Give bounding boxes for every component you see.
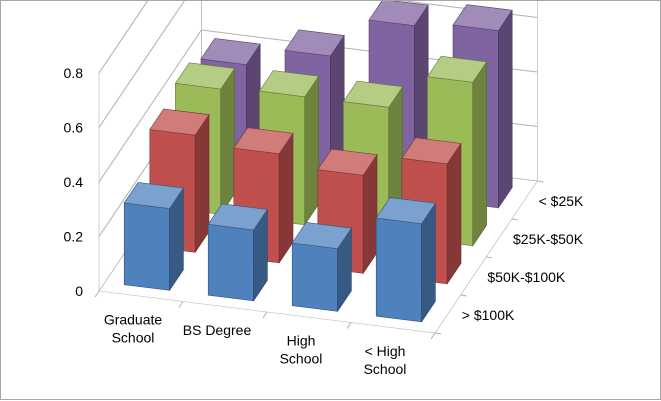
bar: [123, 182, 184, 292]
x-tick-label-line: High: [287, 332, 316, 348]
bar-top: [174, 62, 236, 90]
x-tick-mark: [178, 301, 184, 308]
bar-top: [200, 38, 261, 65]
x-tick-label-line: < High: [365, 343, 406, 359]
x-tick-label-line: School: [280, 350, 323, 366]
bar-top: [258, 70, 320, 98]
y-tick-label: 0.6: [64, 120, 84, 136]
gridline: [98, 1, 149, 74]
chart-labels: 0 0.2 0.4 0.6 0.8 Graduate School BS Degree High…: [64, 65, 584, 377]
x-tick-mark: [430, 332, 436, 340]
y-tick-label: 0: [75, 283, 83, 299]
bar-top: [368, 1, 429, 26]
x-tick-label: BS Degree: [183, 322, 252, 338]
x-tick-label-line: School: [112, 329, 155, 345]
bar-side: [446, 142, 462, 285]
bar-top: [284, 29, 345, 57]
x-tick-label: High School: [280, 332, 323, 366]
x-tick-label: < High School: [364, 343, 407, 377]
x-tick-mark: [262, 311, 268, 319]
z-tick-mark: [537, 180, 544, 183]
bar-top: [291, 222, 352, 249]
series-axis-label: > $100K: [462, 307, 515, 323]
bar-side: [472, 60, 487, 247]
bar-front: [123, 202, 170, 291]
bar-side: [220, 67, 235, 216]
z-tick-mark: [486, 256, 493, 259]
x-tick-label: Graduate School: [104, 311, 163, 345]
bar: [207, 203, 268, 302]
gridline: [98, 1, 538, 128]
series-axis-label: $25K-$50K: [513, 231, 584, 247]
y-tick-label: 0.2: [64, 229, 84, 245]
bar: [375, 197, 436, 323]
y-tick-label: 0.8: [64, 65, 84, 81]
y-tick-label: 0.4: [64, 174, 84, 190]
bar-top: [233, 127, 294, 155]
z-tick-mark: [460, 294, 467, 297]
bar-front: [291, 242, 338, 312]
bar-top: [123, 182, 184, 209]
chart-bars: [123, 1, 513, 323]
bar-top: [426, 55, 488, 83]
series-axis-label: < $25K: [539, 193, 584, 209]
bar-side: [278, 132, 294, 264]
bar-top: [342, 80, 404, 108]
bar-top: [207, 203, 268, 231]
z-tick-mark: [511, 218, 518, 221]
bar-top: [149, 108, 210, 136]
bar-side: [304, 75, 319, 226]
bar-side: [194, 113, 210, 254]
x-tick-mark: [94, 290, 100, 298]
x-tick-label-line: Graduate: [104, 311, 163, 327]
bar: [291, 222, 352, 313]
bar-front: [375, 217, 422, 323]
bar-top: [375, 197, 436, 225]
x-tick-label-line: School: [364, 361, 407, 377]
x-tick-label-line: BS Degree: [183, 322, 252, 338]
bar-top: [401, 137, 462, 165]
bar-top: [317, 148, 378, 176]
z-tick-mark: [434, 332, 442, 335]
bar-side: [498, 9, 513, 209]
bar-top: [452, 4, 513, 32]
bar-front: [207, 223, 254, 302]
x-tick-mark: [346, 322, 352, 329]
series-axis-label: $50K-$100K: [487, 269, 566, 285]
